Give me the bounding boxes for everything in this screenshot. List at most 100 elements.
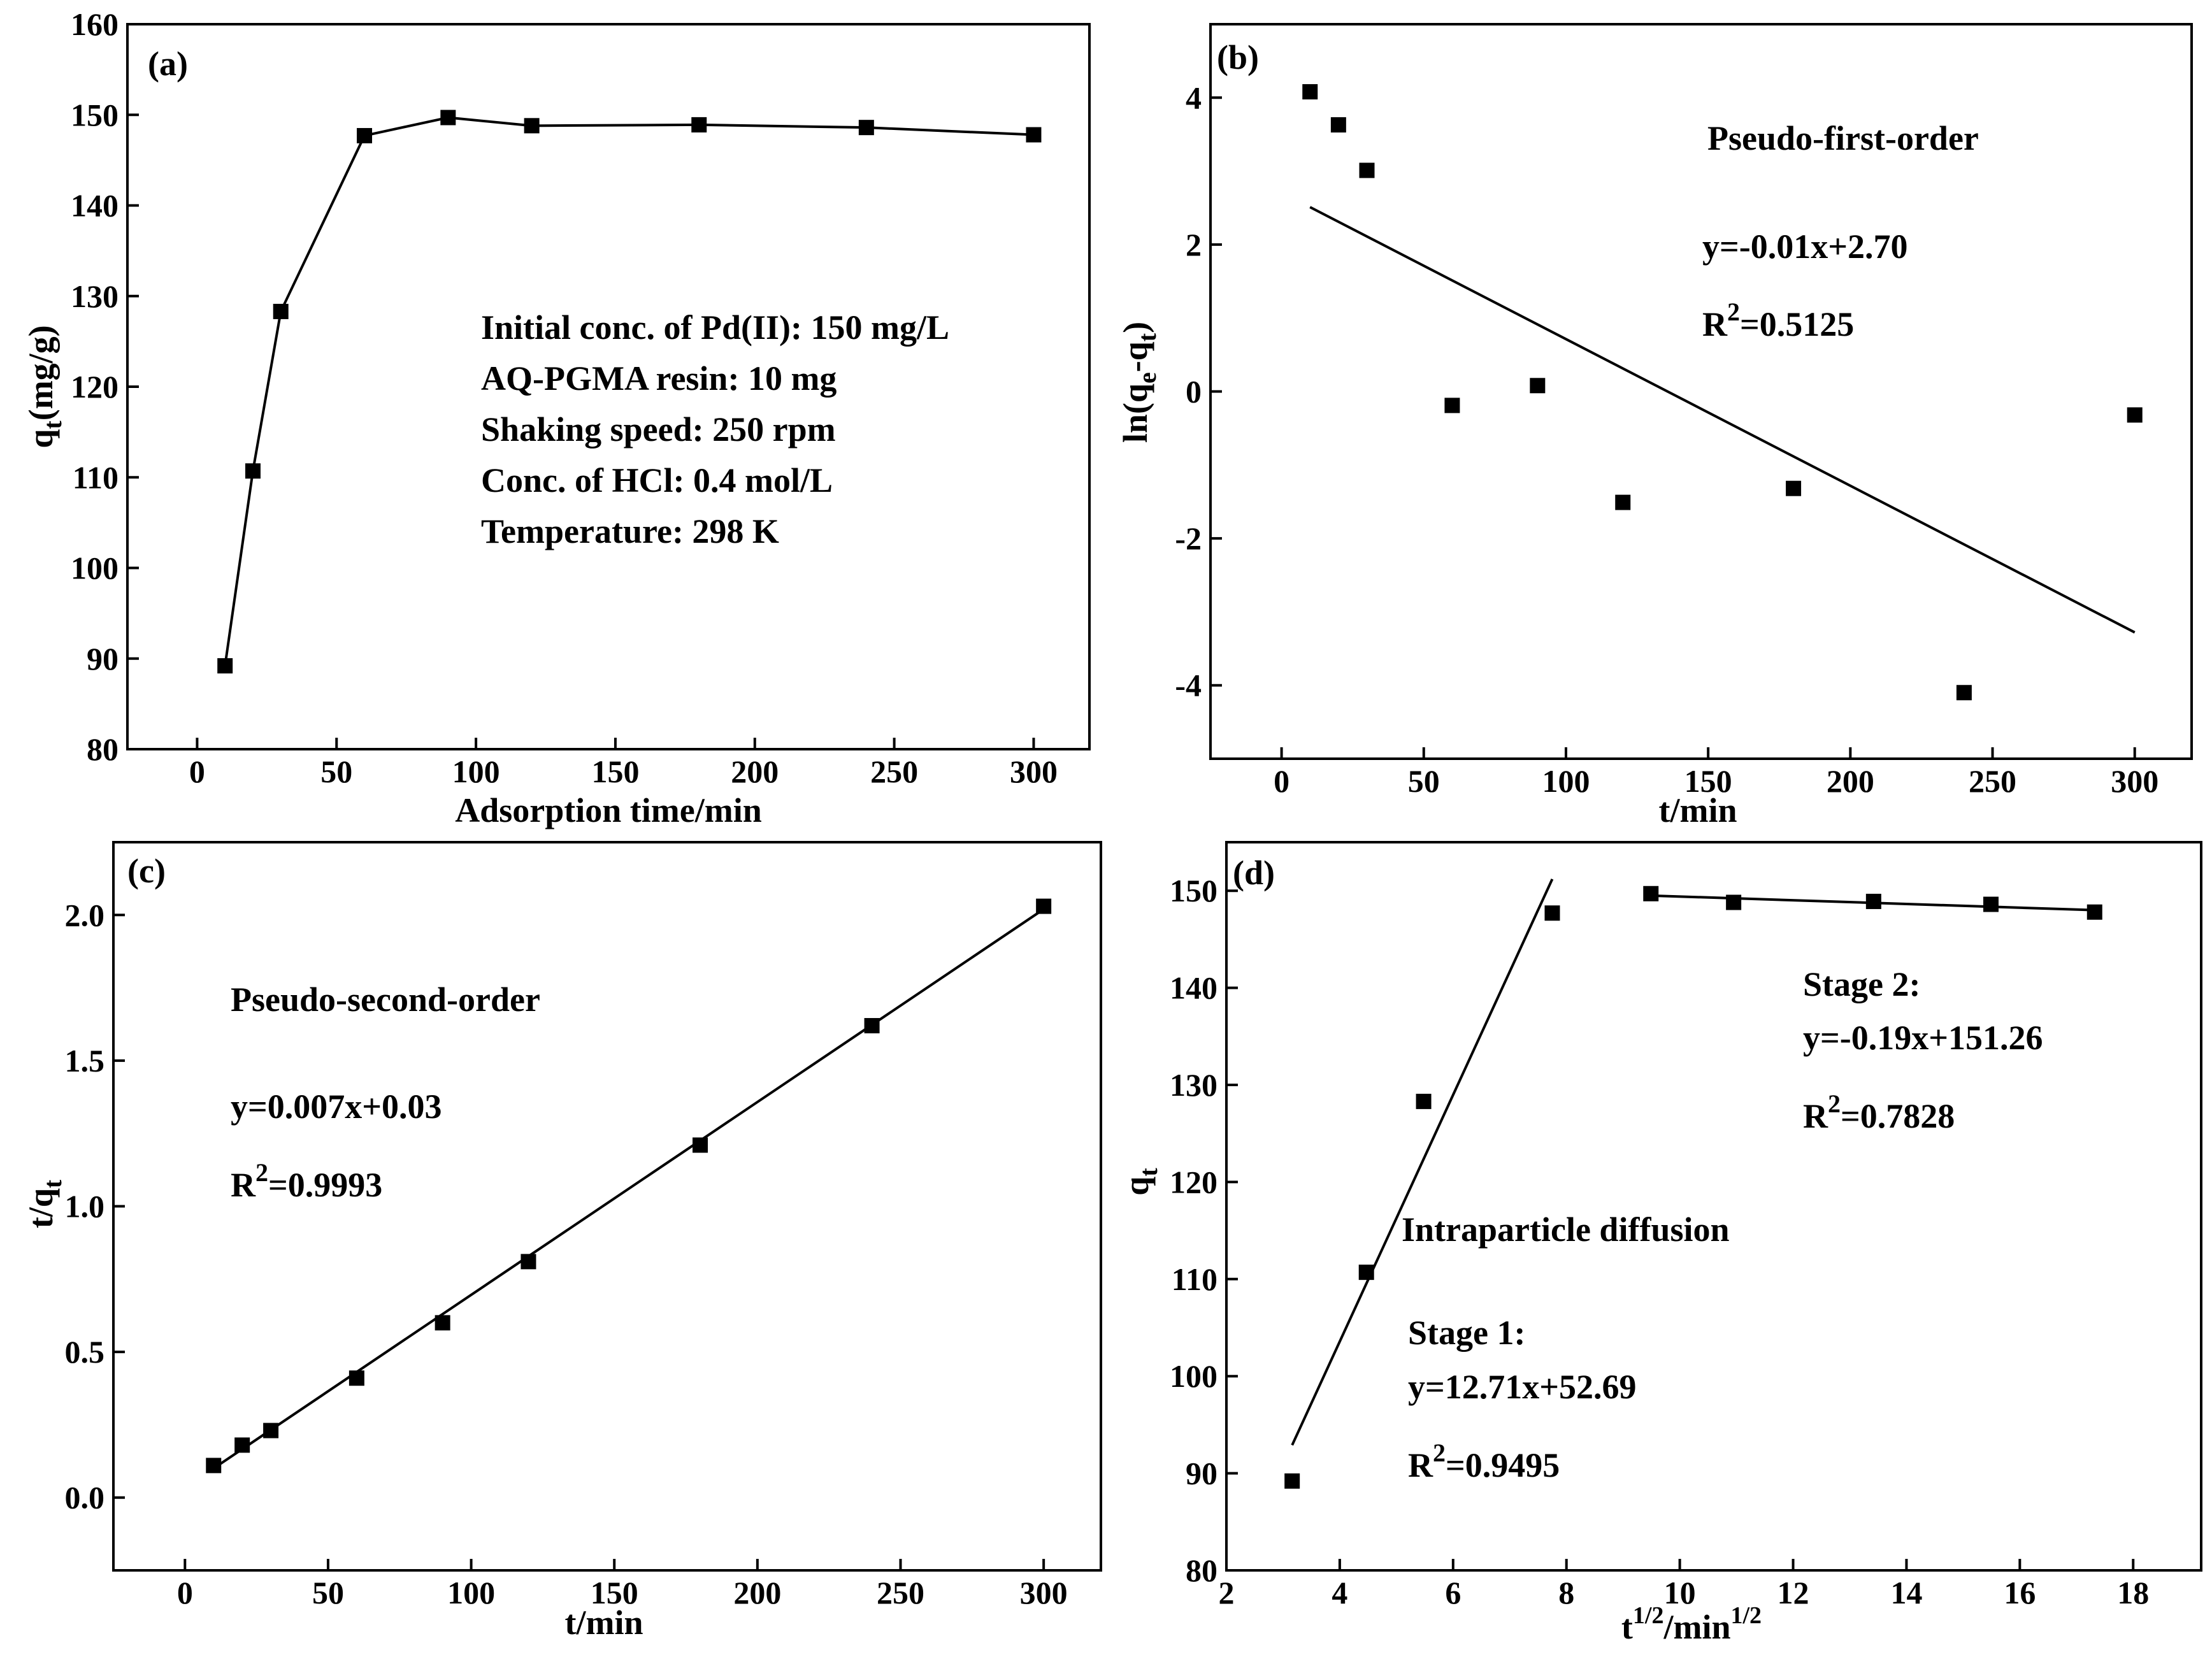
y-tick-label: 100 <box>71 550 118 586</box>
x-tick-label: 8 <box>1558 1575 1574 1610</box>
y-tick-label: 100 <box>1170 1358 1217 1394</box>
y-axis-label: ln(qe-qt) <box>1116 322 1161 443</box>
x-tick-label: 50 <box>320 754 352 789</box>
y-tick-label: 0.5 <box>65 1334 105 1370</box>
x-tick-label: 300 <box>1020 1575 1068 1610</box>
stage2-r-squared: R2=0.7828 <box>1803 1089 1955 1135</box>
x-tick-label: 300 <box>1010 754 1058 789</box>
y-axis-label-base: q <box>22 429 60 448</box>
stage2-equation: y=-0.19x+151.26 <box>1803 1019 2043 1057</box>
x-tick-label: 150 <box>591 754 639 789</box>
y-tick-label: 80 <box>87 731 118 767</box>
data-point <box>1330 117 1346 133</box>
x-tick-label: 200 <box>733 1575 781 1610</box>
data-point <box>1359 162 1375 178</box>
fit-line <box>1309 206 2136 634</box>
data-point <box>2127 407 2143 423</box>
y-tick-label: -2 <box>1175 520 1202 556</box>
x-axis-label: t/min <box>1658 791 1737 829</box>
data-point <box>524 118 540 134</box>
x-tick-label: 0 <box>1274 763 1289 799</box>
fit-lines-d <box>1291 879 2095 1446</box>
y-axis-label-base: ln(q <box>1116 384 1154 443</box>
annotation-resin: AQ-PGMA resin: 10 mg <box>481 359 837 398</box>
stage2-r-squared-sup: 2 <box>1828 1089 1841 1118</box>
y-tick-label: 150 <box>1170 873 1217 908</box>
y-tick-label: 150 <box>71 97 118 133</box>
axis-ticks-d: 2 4 6 8 10 12 14 16 18 80 90 100 110 120 130 140 150 <box>1170 873 2149 1610</box>
data-point <box>1036 898 1052 914</box>
y-tick-label: 1.0 <box>65 1189 105 1224</box>
data-point <box>1284 1473 1300 1489</box>
r-squared-value: =0.9993 <box>268 1166 382 1204</box>
x-tick-label: 150 <box>591 1575 638 1610</box>
axis-ticks-a: 0 50 100 150 200 250 300 80 90 100 110 120 130 140 150… <box>71 6 1058 789</box>
data-series-d <box>1284 886 2102 1489</box>
panel-b: 0 50 100 150 200 250 300 -4 -2 0 2 4 (b) t/min ln(q… <box>1116 23 2193 829</box>
data-point <box>348 1370 364 1386</box>
stage1-r-squared-prefix: R <box>1408 1446 1433 1484</box>
plot-frame-c <box>112 841 1102 1572</box>
data-series-a <box>217 110 1042 674</box>
y-axis-label-sub: t <box>38 420 67 429</box>
x-tick-label: 100 <box>1542 763 1590 799</box>
panel-c: 0 50 100 150 200 250 300 0.0 0.5 1.0 1.5 2.0 (c) t/… <box>22 841 1102 1642</box>
data-point <box>1530 378 1546 394</box>
y-axis-label: qt <box>1117 1168 1163 1196</box>
x-tick-label: 10 <box>1664 1575 1696 1610</box>
stage1-r-squared-sup: 2 <box>1433 1438 1446 1467</box>
y-axis-label-base: t/q <box>22 1188 60 1228</box>
y-tick-label: 110 <box>1172 1261 1217 1297</box>
y-tick-label: 140 <box>1170 970 1217 1006</box>
data-point <box>434 1315 450 1331</box>
r-squared-sup: 2 <box>255 1158 268 1187</box>
x-axis-label: t1/2/min1/2 <box>1621 1602 1762 1646</box>
stage1-r-squared: R2=0.9495 <box>1408 1438 1560 1484</box>
data-point <box>206 1458 222 1474</box>
x-tick-label: 200 <box>1827 763 1874 799</box>
x-axis-label-base: t <box>1621 1608 1633 1646</box>
x-axis-label-sup2: 1/2 <box>1731 1602 1762 1629</box>
y-axis-label-sub2: t <box>1133 333 1161 341</box>
data-point <box>1615 494 1631 510</box>
y-axis-label-sub: t <box>38 1179 67 1188</box>
y-tick-label: 130 <box>71 278 118 314</box>
y-tick-label: 90 <box>1186 1456 1217 1491</box>
data-point <box>1302 84 1318 100</box>
y-tick-label: 1.5 <box>65 1043 105 1079</box>
stage1-equation: y=12.71x+52.69 <box>1408 1368 1637 1406</box>
y-tick-label: 0 <box>1186 374 1202 410</box>
data-point <box>1786 480 1802 496</box>
data-point <box>273 303 289 319</box>
data-point <box>521 1254 536 1270</box>
stage2-r-squared-value: =0.7828 <box>1841 1097 1955 1135</box>
data-point <box>693 1137 708 1153</box>
axis-ticks-c: 0 50 100 150 200 250 300 0.0 0.5 1.0 1.5 2.0 <box>65 897 1068 1610</box>
data-point <box>263 1423 279 1438</box>
panel-label: (b) <box>1217 38 1259 76</box>
y-tick-label: 2.0 <box>65 897 105 933</box>
data-point <box>1643 886 1659 901</box>
model-title: Pseudo-second-order <box>231 980 540 1019</box>
y-axis-label-sub: e <box>1133 372 1161 384</box>
fit-line <box>1291 879 1554 1446</box>
axis-ticks-b: 0 50 100 150 200 250 300 -4 -2 0 2 4 <box>1175 80 2158 799</box>
data-point <box>440 110 456 126</box>
stage2-label: Stage 2: <box>1803 965 1920 1003</box>
stage1-r-squared-value: =0.9495 <box>1446 1446 1560 1484</box>
x-tick-label: 6 <box>1445 1575 1461 1610</box>
y-tick-label: 130 <box>1170 1067 1217 1103</box>
x-axis-label: t/min <box>564 1603 643 1642</box>
y-tick-label: 2 <box>1186 227 1202 262</box>
x-tick-label: 150 <box>1684 763 1732 799</box>
data-point <box>217 658 233 674</box>
x-tick-label: 100 <box>452 754 500 789</box>
y-axis-label-sub: t <box>1134 1168 1163 1177</box>
x-tick-label: 2 <box>1219 1575 1235 1610</box>
x-tick-label: 250 <box>877 1575 924 1610</box>
x-axis-label: Adsorption time/min <box>455 791 762 829</box>
data-point <box>1726 894 1742 910</box>
r-squared: R2=0.9993 <box>231 1158 382 1204</box>
data-point <box>245 463 261 479</box>
model-title: Intraparticle diffusion <box>1402 1210 1730 1249</box>
